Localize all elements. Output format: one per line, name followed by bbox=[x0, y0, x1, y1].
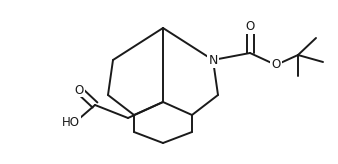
Text: O: O bbox=[271, 59, 281, 72]
Text: HO: HO bbox=[62, 115, 80, 129]
Text: O: O bbox=[245, 20, 255, 33]
Text: O: O bbox=[74, 83, 83, 96]
Text: N: N bbox=[208, 53, 218, 66]
